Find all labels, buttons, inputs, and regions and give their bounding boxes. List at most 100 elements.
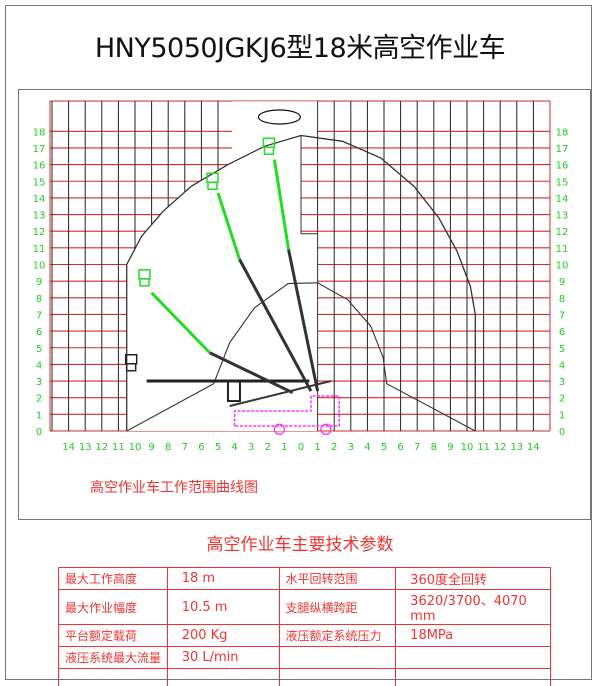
y-tick-label-right: 5: [559, 344, 565, 355]
x-tick-label: 8: [431, 442, 437, 453]
spec-row: 平台额定载荷 200 Kg 液压额定系统压力 18MPa: [58, 624, 551, 647]
spec-value: 3620/3700、4070 mm: [395, 589, 551, 625]
y-tick-label-left: 6: [36, 327, 42, 338]
y-tick-label-right: 12: [556, 227, 569, 238]
y-tick-label-right: 3: [559, 377, 565, 388]
x-tick-label: 8: [165, 442, 171, 453]
platform-basket: [139, 278, 150, 287]
spec-label: 水平回转范围: [278, 567, 397, 590]
x-tick-label: 13: [510, 442, 523, 453]
rotation-box: [232, 101, 301, 163]
diagram-caption: 高空作业车工作范围曲线图: [90, 479, 258, 496]
envelope-curves: [126, 109, 476, 432]
y-tick-label-left: 11: [33, 244, 46, 255]
platform-basket: [207, 181, 218, 190]
spec-value: [395, 646, 551, 669]
y-tick-label-left: 4: [36, 360, 42, 371]
x-tick-label: 12: [494, 442, 507, 453]
spec-label: 最大作业幅度: [58, 589, 168, 625]
y-tick-label-right: 14: [556, 194, 569, 205]
spec-row: 最大作业幅度 10.5 m 支腿纵横跨距 3620/3700、4070 mm: [58, 589, 551, 625]
boom-stowed: [229, 380, 332, 407]
y-tick-label-right: 10: [556, 261, 569, 272]
x-tick-label: 9: [148, 442, 154, 453]
y-tick-label-right: 15: [556, 177, 569, 188]
y-tick-label-left: 3: [36, 377, 42, 388]
x-tick-label: 3: [348, 442, 354, 453]
y-tick-label-left: 13: [33, 211, 46, 222]
spec-value: 360度全回转: [395, 567, 551, 590]
truck-wheel: [320, 423, 332, 435]
x-tick-label: 10: [461, 442, 474, 453]
spec-value: 10.5 m: [166, 589, 280, 625]
rotation-icon: [257, 109, 302, 125]
x-tick-label: 1: [314, 442, 320, 453]
x-tick-label: 14: [527, 442, 540, 453]
x-tick-label: 2: [265, 442, 271, 453]
spec-row: [58, 668, 551, 686]
spec-label: 平台额定载荷: [58, 624, 168, 647]
spec-label: 液压系统最大流量: [58, 646, 168, 669]
inner-envelope: [126, 282, 476, 432]
specs-title: 高空作业车主要技术参数: [206, 535, 394, 555]
spec-label: 最大工作高度: [58, 567, 168, 590]
spec-row: 最大工作高度 18 m 水平回转范围 360度全回转: [58, 567, 551, 590]
y-tick-label-left: 17: [33, 144, 46, 155]
y-tick-label-left: 5: [36, 344, 42, 355]
y-tick-label-left: 1: [36, 410, 42, 421]
x-tick-label: 7: [414, 442, 420, 453]
specs-table: 最大工作高度 18 m 水平回转范围 360度全回转 最大作业幅度 10.5 m 支腿纵横跨…: [58, 567, 551, 686]
x-tick-label: 14: [62, 442, 75, 453]
page-title: HNY5050JGKJ6型18米高空作业车: [94, 33, 506, 64]
x-tick-label: 10: [129, 442, 142, 453]
x-tick-label: 1: [281, 442, 287, 453]
spec-label: 液压额定系统压力: [278, 624, 397, 647]
x-tick-label: 6: [397, 442, 403, 453]
y-tick-label-right: 17: [556, 144, 569, 155]
y-tick-label-left: 0: [36, 427, 42, 438]
y-tick-label-right: 11: [556, 244, 569, 255]
spec-row: 液压系统最大流量 30 L/min: [58, 646, 551, 669]
axis-ticks: 14 13 12 11 10 9 8 7 6 5 4 3 2 1 0 1 2 3 4 5 6 7 8 9 10 11 12 13 140…: [33, 127, 569, 453]
x-tick-label: 7: [182, 442, 188, 453]
y-tick-label-right: 1: [559, 410, 565, 421]
boom-base-section: [238, 258, 313, 392]
max-height-envelope-right: [300, 134, 476, 431]
x-tick-label: 3: [248, 442, 254, 453]
y-tick-label-right: 4: [559, 360, 565, 371]
platform-basket: [263, 146, 275, 156]
spec-value: 18 m: [166, 567, 280, 590]
y-tick-label-right: 7: [559, 310, 565, 321]
y-tick-label-left: 10: [33, 261, 46, 272]
y-tick-label-right: 13: [556, 211, 569, 222]
x-tick-label: 4: [364, 442, 370, 453]
y-tick-label-right: 0: [559, 427, 565, 438]
y-tick-label-right: 9: [559, 277, 565, 288]
boom-base-section: [209, 351, 294, 395]
boom-fly-section: [272, 159, 291, 250]
y-tick-label-left: 14: [33, 194, 46, 205]
spec-value: 200 Kg: [166, 624, 280, 647]
x-tick-label: 0: [298, 442, 304, 453]
x-tick-label: 2: [331, 442, 337, 453]
y-tick-label-right: 16: [556, 161, 569, 172]
y-tick-label-left: 7: [36, 310, 42, 321]
x-tick-label: 6: [198, 442, 204, 453]
x-tick-label: 9: [447, 442, 453, 453]
spec-value: [395, 668, 551, 686]
x-tick-label: 13: [79, 442, 92, 453]
spec-label: [278, 668, 397, 686]
boom-and-truck: [124, 137, 340, 435]
y-tick-label-right: 18: [556, 127, 569, 138]
center-line: [300, 135, 318, 235]
y-tick-label-left: 9: [36, 277, 42, 288]
x-tick-label: 11: [477, 442, 490, 453]
working-range-frame: [18, 89, 591, 520]
boom-fly-section: [150, 291, 211, 354]
boom-fly-section: [216, 192, 242, 260]
spec-label: [58, 668, 168, 686]
y-tick-label-right: 2: [559, 394, 565, 405]
y-tick-label-left: 2: [36, 394, 42, 405]
